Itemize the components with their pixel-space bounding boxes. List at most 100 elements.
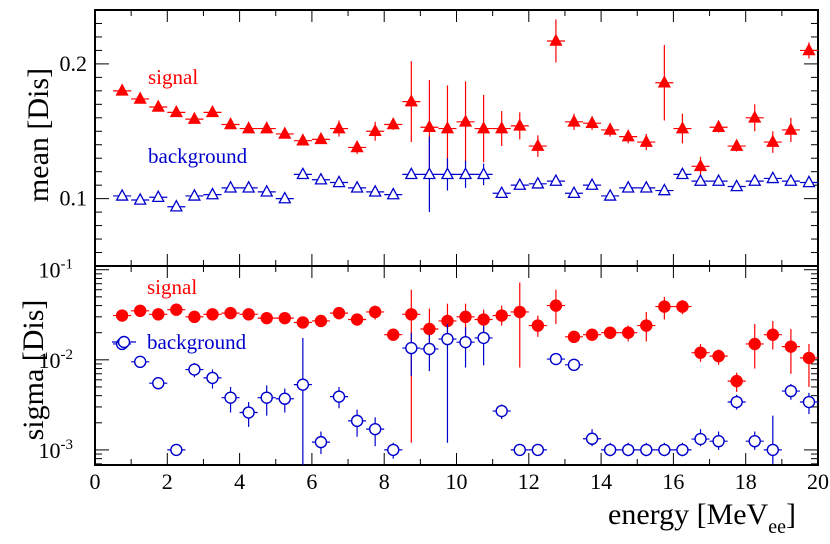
top-marker-background bbox=[549, 173, 563, 186]
bottom-marker-signal bbox=[314, 314, 328, 328]
top-marker-background bbox=[404, 166, 418, 180]
bottom-marker-background bbox=[368, 422, 382, 436]
bottom-y-tick-label: 10-3 bbox=[39, 437, 74, 463]
top-marker-signal bbox=[585, 115, 599, 128]
bottom-marker-signal bbox=[368, 305, 382, 319]
top-marker-background bbox=[711, 173, 726, 186]
top-marker-background bbox=[802, 175, 816, 188]
top-marker-signal bbox=[621, 129, 635, 142]
bottom-marker-signal bbox=[224, 306, 237, 320]
bottom-marker-background bbox=[730, 395, 743, 409]
bottom-marker-background bbox=[567, 358, 581, 372]
bottom-marker-background bbox=[477, 331, 490, 345]
bottom-marker-signal bbox=[423, 322, 436, 336]
top-series-background bbox=[113, 136, 818, 213]
top-marker-signal bbox=[404, 94, 418, 107]
top-marker-signal bbox=[260, 121, 274, 134]
top-marker-background bbox=[657, 183, 671, 196]
bottom-marker-signal bbox=[242, 308, 255, 321]
bottom-marker-background bbox=[603, 443, 617, 457]
bottom-marker-signal bbox=[332, 306, 346, 320]
top-marker-signal bbox=[477, 121, 491, 134]
bottom-x-tick-label: 2 bbox=[162, 469, 173, 494]
top-marker-signal bbox=[711, 119, 726, 132]
top-frame bbox=[94, 9, 819, 267]
x-axis-label-subscript: ee bbox=[768, 516, 786, 538]
bottom-marker-signal bbox=[387, 328, 400, 341]
bottom-marker-background bbox=[350, 414, 364, 428]
bottom-marker-background bbox=[585, 432, 599, 445]
legend-background-marker bbox=[117, 335, 131, 349]
x-axis-label: energy [MeVee] bbox=[608, 498, 796, 538]
top-marker-signal bbox=[567, 114, 581, 127]
top-marker-background bbox=[675, 166, 690, 180]
top-marker-signal bbox=[730, 138, 744, 151]
top-marker-signal bbox=[657, 75, 671, 88]
bottom-marker-signal bbox=[152, 308, 165, 321]
top-legend-background: background bbox=[148, 144, 248, 168]
tick-base: 10 bbox=[39, 258, 61, 283]
top-marker-background bbox=[513, 177, 527, 190]
bottom-marker-background bbox=[260, 391, 273, 404]
bottom-marker-background bbox=[658, 443, 671, 457]
top-marker-signal bbox=[350, 140, 364, 153]
top-marker-background bbox=[422, 166, 436, 180]
top-marker-background bbox=[314, 172, 328, 185]
top-marker-background bbox=[187, 188, 202, 201]
top-marker-background bbox=[748, 173, 762, 186]
top-marker-signal bbox=[603, 122, 617, 135]
bottom-panel: 10-310-210-10 2 4 6 8 10 12 14 16 18 20 bbox=[39, 257, 830, 494]
bottom-marker-signal bbox=[694, 346, 707, 359]
bottom-marker-signal bbox=[766, 328, 780, 341]
top-marker-background bbox=[730, 179, 744, 192]
x-axis-label-main: energy [MeV bbox=[608, 498, 769, 531]
top-marker-signal bbox=[531, 138, 545, 151]
bottom-marker-background bbox=[423, 342, 436, 356]
top-marker-background bbox=[784, 173, 798, 186]
bottom-marker-background bbox=[152, 377, 165, 390]
top-marker-signal bbox=[639, 134, 653, 147]
bottom-marker-background bbox=[549, 352, 563, 366]
bottom-marker-background bbox=[802, 395, 816, 409]
top-marker-signal bbox=[205, 104, 220, 118]
top-marker-background bbox=[585, 177, 599, 190]
bottom-marker-background bbox=[622, 443, 635, 457]
top-marker-background bbox=[693, 173, 708, 186]
bottom-marker-background bbox=[694, 432, 707, 446]
top-y-axis-label: mean [Dis] bbox=[22, 68, 55, 202]
top-panel: 0.1 0.2 bbox=[60, 9, 819, 267]
bottom-marker-signal bbox=[350, 313, 364, 326]
bottom-series-background bbox=[113, 323, 818, 465]
top-legend-signal: signal bbox=[148, 65, 198, 89]
top-marker-background bbox=[260, 184, 274, 197]
bottom-marker-signal bbox=[495, 309, 508, 322]
top-series-signal bbox=[113, 19, 818, 176]
bottom-marker-background bbox=[296, 378, 310, 391]
top-marker-background bbox=[296, 166, 310, 180]
top-y-tick-label: 0.1 bbox=[60, 186, 88, 211]
top-marker-signal bbox=[115, 83, 129, 96]
top-marker-signal bbox=[784, 122, 798, 135]
bottom-marker-signal bbox=[676, 300, 689, 313]
bottom-series-signal bbox=[113, 282, 818, 443]
tick-exponent: -2 bbox=[61, 347, 74, 363]
top-marker-signal bbox=[169, 104, 183, 118]
top-marker-signal bbox=[495, 121, 509, 134]
top-marker-background bbox=[639, 180, 653, 193]
top-marker-background bbox=[205, 187, 220, 200]
bottom-marker-background bbox=[133, 355, 147, 369]
bottom-x-tick-label: 14 bbox=[590, 469, 612, 494]
bottom-marker-signal bbox=[567, 330, 581, 344]
top-marker-background bbox=[350, 180, 364, 193]
tick-base: 10 bbox=[39, 438, 61, 463]
bottom-marker-background bbox=[784, 384, 798, 398]
top-marker-signal bbox=[440, 121, 455, 134]
bottom-marker-background bbox=[712, 434, 725, 448]
top-marker-background bbox=[278, 191, 292, 204]
top-marker-background bbox=[440, 166, 455, 180]
bottom-marker-signal bbox=[748, 337, 761, 351]
bottom-x-tick-label: 16 bbox=[662, 469, 684, 494]
top-marker-background bbox=[115, 188, 129, 201]
top-marker-background bbox=[242, 180, 256, 193]
bottom-marker-signal bbox=[603, 326, 617, 339]
